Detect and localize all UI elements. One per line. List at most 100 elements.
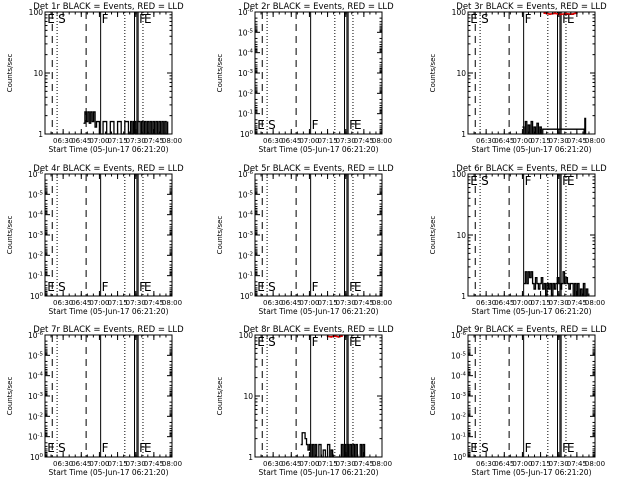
marker-label: S	[268, 118, 276, 132]
y-tick-exponent: -6	[38, 170, 44, 176]
y-tick-label: 100	[29, 8, 44, 17]
y-tick-base: 10	[238, 49, 248, 58]
x-tick-label: 06:45	[71, 460, 91, 468]
y-tick-exponent: -4	[248, 211, 254, 217]
x-axis-label: Start Time (05-Jun-17 06:21:20)	[259, 307, 379, 316]
plot-frame	[254, 11, 383, 135]
marker-label: F	[102, 12, 109, 26]
panel-det-1r: Det 1r BLACK = Events, RED = LLDESFFE110…	[6, 2, 184, 154]
x-tick-label: 07:45	[144, 137, 164, 145]
y-tick-exponent: -5	[38, 351, 44, 357]
y-axis-label: Counts/sec	[429, 377, 437, 416]
y-tick-base: 10	[238, 272, 248, 281]
x-tick-label: 06:30	[263, 137, 283, 145]
x-axis-label: Start Time (05-Jun-17 06:21:20)	[472, 145, 592, 154]
x-tick-label: 07:00	[299, 299, 319, 307]
y-tick-exponent: -1	[248, 110, 253, 116]
y-tick-label: 100	[452, 170, 467, 179]
x-tick-label: 07:00	[512, 299, 532, 307]
y-tick-label: 10-4	[238, 211, 254, 220]
y-tick-exponent: -3	[248, 231, 254, 237]
y-tick-base: 10	[238, 211, 248, 220]
y-tick-exponent: 0	[40, 453, 44, 459]
y-tick-exponent: -5	[248, 28, 254, 34]
x-tick-label: 08:00	[585, 460, 605, 468]
lld-point	[549, 13, 551, 16]
marker-label: E	[144, 12, 152, 26]
x-tick-label: 06:45	[71, 299, 91, 307]
marker-label: F	[139, 441, 146, 455]
y-tick-exponent: -3	[38, 392, 44, 398]
y-tick-label: 10-3	[28, 231, 44, 240]
x-tick-label: 07:15	[317, 460, 337, 468]
x-axis-label: Start Time (05-Jun-17 06:21:20)	[49, 145, 169, 154]
y-tick-base: 10	[451, 392, 461, 401]
lld-point	[559, 13, 562, 16]
lld-point	[543, 12, 546, 14]
marker-label: F	[349, 118, 356, 132]
x-tick-label: 08:00	[162, 299, 182, 307]
y-tick-base: 10	[28, 372, 38, 381]
y-tick-label: 10-2	[238, 251, 253, 260]
x-tick-label: 06:30	[263, 299, 283, 307]
y-tick-label: 100	[239, 331, 254, 340]
x-tick-label: 06:30	[476, 299, 496, 307]
y-tick-label: 100	[240, 292, 254, 301]
y-tick-exponent: -5	[38, 190, 44, 196]
marker-label: S	[481, 12, 489, 26]
x-tick-label: 07:45	[144, 460, 164, 468]
lld-point	[330, 336, 333, 338]
marker-label: F	[102, 441, 109, 455]
x-axis-label: Start Time (05-Jun-17 06:21:20)	[49, 468, 169, 477]
y-tick-label: 10-5	[451, 351, 467, 360]
y-tick-label: 10-3	[238, 69, 254, 78]
y-tick-label: 1	[461, 292, 466, 301]
y-tick-label: 10-1	[238, 272, 253, 281]
y-axis-label: Counts/sec	[6, 377, 14, 416]
x-tick-label: 07:45	[354, 460, 374, 468]
panel-det-3r: Det 3r BLACK = Events, RED = LLDESFFE110…	[429, 2, 607, 154]
x-tick-label: 07:30	[336, 460, 356, 468]
marker-label: F	[312, 335, 319, 349]
lld-point	[565, 12, 567, 15]
y-tick-exponent: -4	[38, 372, 44, 378]
events-series-line	[523, 271, 589, 297]
y-tick-base: 10	[28, 392, 38, 401]
y-tick-base: 10	[451, 372, 461, 381]
x-tick-label: 06:45	[281, 299, 301, 307]
y-tick-exponent: -2	[248, 89, 253, 95]
lld-point	[333, 335, 336, 337]
y-tick-base: 10	[30, 453, 40, 462]
x-tick-label: 07:15	[107, 460, 127, 468]
y-tick-exponent: 0	[463, 453, 467, 459]
y-axis-label: Counts/sec	[429, 54, 437, 93]
marker-label: E	[354, 280, 362, 294]
y-tick-base: 10	[238, 28, 248, 37]
marker-label: E	[47, 441, 55, 455]
y-tick-label: 10	[456, 69, 466, 78]
y-tick-label: 10-6	[28, 170, 44, 179]
marker-label: E	[47, 12, 55, 26]
y-tick-exponent: -1	[248, 272, 253, 278]
marker-label: F	[525, 174, 532, 188]
x-tick-label: 07:45	[144, 299, 164, 307]
y-axis-label: Counts/sec	[429, 216, 437, 255]
x-tick-label: 07:45	[567, 299, 587, 307]
y-tick-label: 10-6	[451, 331, 467, 340]
y-tick-base: 10	[28, 170, 38, 179]
y-tick-label: 10	[456, 231, 466, 240]
y-tick-label: 100	[240, 130, 254, 139]
y-tick-exponent: -2	[248, 251, 253, 257]
plot-frame	[467, 334, 596, 458]
x-tick-label: 07:00	[512, 460, 532, 468]
y-tick-base: 10	[28, 251, 38, 260]
y-tick-label: 10-2	[28, 412, 43, 421]
x-tick-label: 07:15	[530, 299, 550, 307]
lld-point	[337, 336, 340, 338]
plot-frame	[44, 173, 173, 297]
y-tick-base: 10	[238, 251, 248, 260]
y-tick-label: 10-4	[28, 372, 44, 381]
y-tick-base: 10	[28, 211, 38, 220]
